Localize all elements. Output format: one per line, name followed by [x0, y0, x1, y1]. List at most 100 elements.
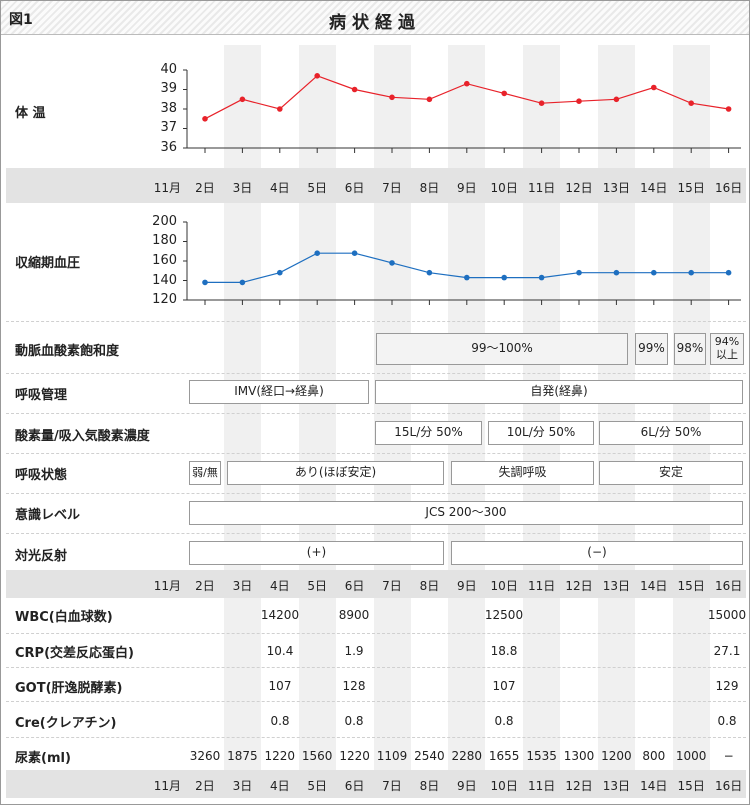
- urine-value: 1535: [526, 749, 557, 763]
- bp-tick-label: 200: [152, 214, 177, 229]
- got-value: 107: [492, 679, 516, 693]
- date-label: 6日: [344, 181, 365, 195]
- bp-tick-label: 120: [152, 292, 177, 307]
- label-respiratory-management: 呼吸管理: [15, 388, 68, 403]
- date-label: 5日: [307, 579, 327, 593]
- urine-value: 1560: [301, 749, 333, 763]
- bp-data-point: [389, 260, 395, 266]
- wbc-value: 15000: [707, 608, 747, 622]
- date-label: 16日: [714, 181, 743, 195]
- light-reflex-negative-box: (−): [451, 541, 743, 565]
- urine-value: 2280: [451, 749, 483, 763]
- date-label: 16日: [714, 579, 743, 593]
- oxygen-box-c: 6L/分 50%: [599, 421, 743, 445]
- month-label: 11月: [153, 579, 181, 593]
- date-label: 12日: [565, 579, 593, 593]
- label-got: GOT(肝逸脱酵素): [15, 681, 123, 696]
- cre-value: 0.8: [494, 714, 514, 728]
- bp-data-point: [351, 250, 358, 256]
- bp-data-point: [725, 269, 732, 276]
- temp-tick-label: 40: [160, 62, 177, 77]
- label-cre: Cre(クレアチン): [15, 716, 117, 731]
- label-spo2: 動脈血酸素飽和度: [15, 344, 120, 359]
- temp-data-point: [464, 80, 470, 87]
- crp-value: 18.8: [490, 644, 518, 658]
- date-label: 8日: [419, 181, 440, 195]
- temp-data-point: [613, 96, 620, 103]
- bp-data-point: [576, 269, 582, 276]
- temp-data-point: [725, 106, 732, 112]
- spo2-d15-box: 98%: [674, 333, 706, 365]
- urine-value: 1109: [376, 749, 408, 763]
- bp-data-point: [613, 269, 620, 276]
- label-oxygen: 酸素量/吸入気酸素濃度: [15, 429, 150, 444]
- imv-box: IMV(経口→経鼻): [189, 380, 369, 404]
- bp-data-point: [501, 274, 508, 281]
- date-label: 9日: [456, 181, 477, 195]
- label-temperature: 体 温: [15, 106, 46, 121]
- temp-tick-label: 36: [160, 140, 177, 155]
- temp-data-point: [651, 84, 657, 91]
- date-label: 7日: [382, 181, 402, 195]
- got-value: 128: [342, 679, 366, 693]
- crp-value: 27.1: [713, 644, 741, 658]
- date-label: 12日: [565, 181, 593, 195]
- spo2-range-box: 99〜100%: [376, 333, 628, 365]
- date-label: 13日: [602, 579, 631, 593]
- date-label: 15日: [677, 579, 705, 593]
- bp-tick-label: 180: [152, 233, 177, 248]
- temp-data-point: [688, 100, 694, 106]
- label-light-reflex: 対光反射: [15, 549, 68, 564]
- wbc-value: 12500: [484, 608, 524, 622]
- oxygen-box-b: 10L/分 50%: [488, 421, 594, 445]
- header-bar: 図1 病状経過: [1, 1, 749, 35]
- date-label: 15日: [677, 181, 705, 195]
- page-title: 病状経過: [329, 13, 421, 33]
- consciousness-box: JCS 200〜300: [189, 501, 743, 525]
- date-label: 13日: [602, 779, 631, 793]
- date-label: 14日: [640, 579, 668, 593]
- urine-value: 3260: [189, 749, 221, 763]
- date-label: 10日: [490, 579, 518, 593]
- date-label: 14日: [640, 181, 668, 195]
- date-label: 4日: [269, 579, 290, 593]
- bp-data-point: [538, 274, 545, 281]
- date-band-3: [6, 770, 746, 798]
- month-label: 11月: [153, 779, 181, 793]
- date-label: 3日: [232, 579, 253, 593]
- label-crp: CRP(交差反応蛋白): [15, 646, 134, 661]
- spontaneous-box: 自発(経鼻): [375, 380, 743, 404]
- date-label: 9日: [456, 779, 477, 793]
- wbc-value: 8900: [338, 608, 370, 622]
- temp-data-point: [314, 73, 321, 79]
- date-label: 11日: [527, 579, 556, 593]
- date-label: 6日: [344, 779, 365, 793]
- resp-state-ataxic-box: 失調呼吸: [451, 461, 594, 485]
- date-label: 16日: [714, 779, 743, 793]
- label-blood-pressure: 収縮期血圧: [15, 256, 81, 271]
- date-label: 8日: [419, 779, 440, 793]
- date-label: 8日: [419, 579, 440, 593]
- label-consciousness: 意識レベル: [15, 508, 81, 523]
- date-row-1: 11月 2日 3日 4日 5日 6日 7日 8日 9日 10日 11日 12日 13日 14日 15日 16…: [1, 179, 750, 195]
- temp-data-point: [277, 106, 283, 112]
- bp-data-point: [464, 274, 470, 281]
- date-label: 3日: [232, 181, 253, 195]
- date-label: 14日: [640, 779, 668, 793]
- bp-data-point: [651, 269, 657, 276]
- date-label: 5日: [307, 181, 327, 195]
- month-label: 11月: [153, 181, 181, 195]
- date-label: 12日: [565, 779, 593, 793]
- got-value: 129: [715, 679, 739, 693]
- date-label: 2日: [195, 779, 215, 793]
- temp-data-point: [239, 96, 246, 103]
- urine-value: 1000: [675, 749, 707, 763]
- date-label: 7日: [382, 779, 402, 793]
- temp-data-point: [426, 96, 433, 103]
- light-reflex-positive-box: (+): [189, 541, 444, 565]
- temp-data-point: [501, 90, 508, 97]
- date-label: 9日: [456, 579, 477, 593]
- crp-value: 10.4: [266, 644, 294, 658]
